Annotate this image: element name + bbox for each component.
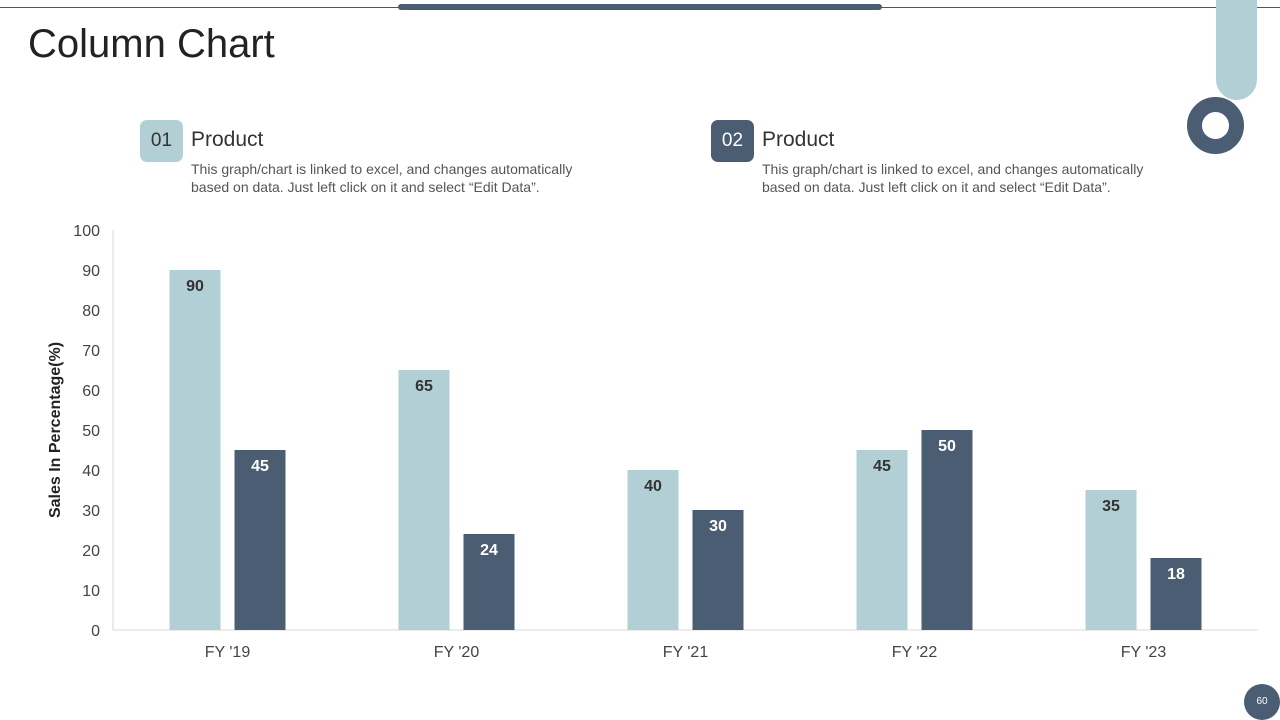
page-title: Column Chart	[28, 22, 275, 66]
y-tick-label: 20	[82, 543, 100, 560]
legend-badge-2: 02	[711, 120, 754, 162]
y-tick-label: 40	[82, 463, 100, 480]
y-axis-title: Sales In Percentage(%)	[47, 342, 64, 518]
data-label: 40	[644, 478, 662, 495]
y-tick-label: 50	[82, 423, 100, 440]
bar-series-1	[169, 270, 221, 630]
y-tick-label: 90	[82, 263, 100, 280]
bar-series-2	[692, 510, 744, 630]
data-label: 35	[1102, 498, 1120, 515]
decorative-pillar	[1216, 0, 1257, 100]
bar-series-1	[1085, 490, 1137, 630]
data-label: 45	[251, 458, 269, 475]
y-tick-label: 0	[91, 623, 100, 640]
top-accent-bar	[398, 4, 882, 10]
data-label: 24	[480, 542, 498, 559]
bar-series-1	[398, 370, 450, 630]
bar-series-2	[234, 450, 286, 630]
bar-series-1	[856, 450, 908, 630]
legend-description-1: This graph/chart is linked to excel, and…	[191, 161, 573, 195]
legend-badge-1: 01	[140, 120, 183, 162]
y-tick-label: 10	[82, 583, 100, 600]
data-label: 65	[415, 378, 433, 395]
decorative-ring	[1187, 97, 1244, 154]
data-label: 18	[1167, 566, 1185, 583]
bar-series-2	[921, 430, 973, 630]
data-label: 30	[709, 518, 727, 535]
y-tick-label: 100	[73, 223, 100, 240]
x-tick-label: FY '23	[1121, 644, 1167, 661]
legend-title-1: Product	[191, 128, 264, 151]
page-number-badge: 60	[1244, 684, 1280, 720]
x-tick-label: FY '20	[434, 644, 480, 661]
x-tick-label: FY '21	[663, 644, 709, 661]
y-tick-label: 60	[82, 383, 100, 400]
data-label: 45	[873, 458, 891, 475]
x-tick-label: FY '22	[892, 644, 938, 661]
bar-series-2	[1150, 558, 1202, 630]
y-tick-label: 70	[82, 343, 100, 360]
bar-series-2	[463, 534, 515, 630]
y-tick-label: 30	[82, 503, 100, 520]
data-label: 50	[938, 438, 956, 455]
y-tick-label: 80	[82, 303, 100, 320]
legend-title-2: Product	[762, 128, 835, 151]
data-label: 90	[186, 278, 204, 295]
bar-series-1	[627, 470, 679, 630]
legend-description-2: This graph/chart is linked to excel, and…	[762, 161, 1144, 195]
x-tick-label: FY '19	[205, 644, 251, 661]
